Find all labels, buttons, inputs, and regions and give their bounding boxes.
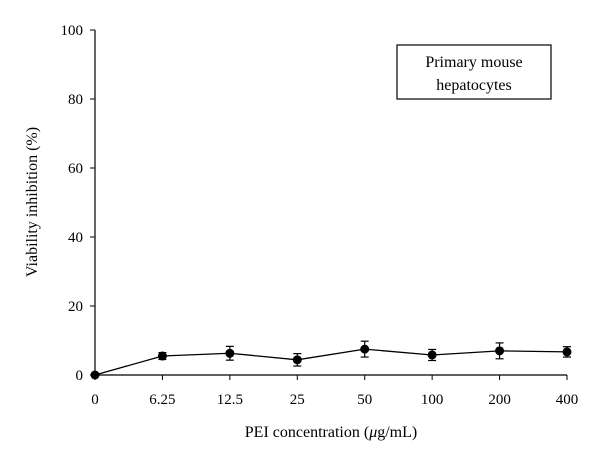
y-tick-label: 60 [68, 161, 83, 177]
data-point [562, 347, 572, 357]
x-axis-title: PEI concentration (μg/mL) [245, 424, 417, 441]
y-tick-label: 100 [61, 23, 84, 39]
x-axis-title-unit: μ [368, 424, 377, 441]
legend: Primary mouse hepatocytes [396, 44, 552, 100]
x-tick-label: 200 [488, 392, 511, 408]
data-point [292, 355, 302, 365]
y-tick-label: 0 [76, 368, 84, 384]
x-tick-label: 12.5 [217, 392, 243, 408]
y-axis-title: Viability inhibition (%) [24, 127, 41, 277]
y-tick-label: 80 [68, 92, 83, 108]
series-line [94, 348, 568, 376]
x-tick-label: 50 [357, 392, 372, 408]
data-point [360, 344, 370, 354]
legend-box [396, 44, 552, 100]
y-tick-label: 40 [68, 230, 83, 246]
y-tick-label: 20 [68, 299, 83, 315]
y-axis: 0 20 40 60 80 100 [61, 23, 96, 384]
x-axis: 0 6.25 12.5 25 50 100 200 400 [91, 374, 579, 408]
x-axis-title-suffix: g/mL) [377, 424, 417, 441]
x-tick-label: 0 [91, 392, 99, 408]
x-tick-label: 25 [290, 392, 305, 408]
data-point [495, 346, 505, 356]
data-point [225, 348, 235, 358]
data-points [90, 344, 572, 380]
x-tick-label: 100 [421, 392, 444, 408]
x-tick-label: 400 [556, 392, 579, 408]
legend-line-2: hepatocytes [436, 77, 512, 94]
data-point [157, 351, 167, 361]
legend-line-1: Primary mouse [425, 54, 522, 71]
x-axis-title-prefix: PEI concentration ( [245, 424, 369, 441]
x-tick-label: 6.25 [149, 392, 175, 408]
data-point [90, 370, 100, 380]
data-point [427, 350, 437, 360]
